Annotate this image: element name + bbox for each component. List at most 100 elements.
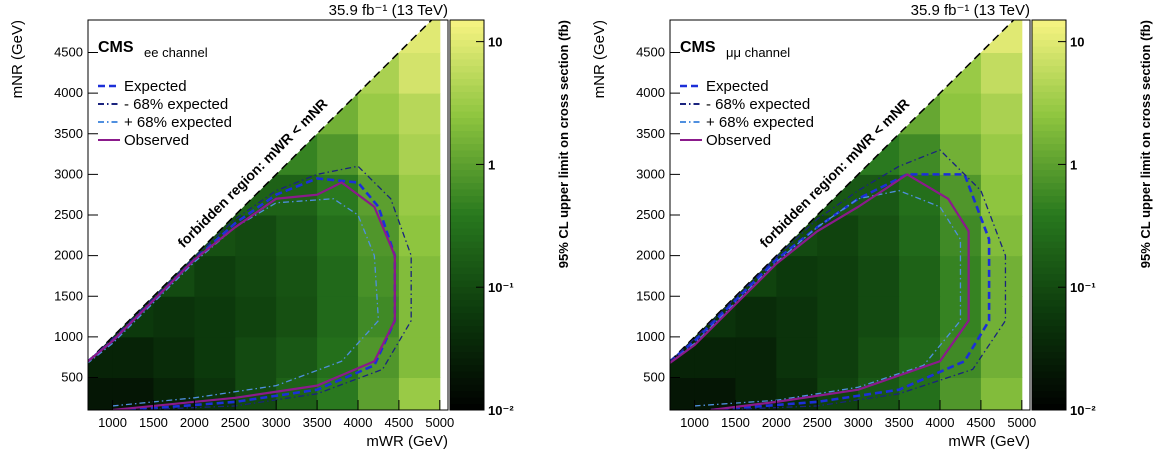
heat-cell (940, 255, 982, 297)
heat-cell (817, 296, 859, 338)
x-tick-label: 1000 (680, 415, 709, 430)
colorbar-step (1032, 364, 1066, 372)
colorbar-step (450, 403, 484, 411)
heat-cell (317, 133, 359, 175)
heat-cell (899, 174, 941, 216)
colorbar-step (1032, 65, 1066, 73)
x-tick-label: 5000 (425, 415, 454, 430)
colorbar-step (450, 306, 484, 313)
colorbar-step (1032, 195, 1066, 203)
colorbar-step (1032, 169, 1066, 177)
colorbar-step (450, 260, 484, 268)
colorbar-step (1032, 52, 1066, 60)
y-tick-label: 2000 (636, 248, 665, 263)
colorbar-step (450, 137, 484, 144)
colorbar-step (1032, 20, 1066, 27)
y-tick-label: 3500 (636, 126, 665, 141)
y-tick-label: 2000 (54, 248, 83, 263)
colorbar-step (1032, 46, 1066, 53)
colorbar-step (450, 52, 484, 60)
colorbar-step (450, 254, 484, 261)
heat-cell (940, 133, 982, 175)
z-tick-label: 10 (488, 35, 502, 50)
x-tick-label: 4000 (344, 415, 373, 430)
heat-cell (899, 336, 941, 378)
heat-cell (358, 336, 400, 378)
colorbar-step (1032, 137, 1066, 144)
heat-cell (670, 377, 696, 410)
colorbar-step (1032, 384, 1066, 391)
heat-cell (276, 255, 318, 297)
y-tick-label: 2500 (54, 207, 83, 222)
y-tick-label: 500 (61, 370, 83, 385)
legend-label: Observed (124, 132, 189, 149)
y-tick-label: 4500 (54, 45, 83, 60)
colorbar-step (450, 241, 484, 248)
heat-cell (398, 52, 441, 94)
colorbar-step (1032, 111, 1066, 118)
colorbar-step (450, 338, 484, 346)
heatmap (88, 20, 441, 410)
colorbar-step (1032, 241, 1066, 248)
y-tick-label: 1000 (54, 329, 83, 344)
colorbar-step (450, 20, 484, 27)
heat-cell (398, 93, 441, 135)
colorbar-step (450, 176, 484, 183)
colorbar-step (450, 358, 484, 365)
heat-cell (899, 255, 941, 297)
heat-cell (735, 377, 777, 410)
x-tick-label: 1000 (98, 415, 127, 430)
colorbar-step (1032, 286, 1066, 294)
heat-cell (980, 377, 1023, 410)
x-tick-label: 3000 (262, 415, 291, 430)
colorbar-step (450, 111, 484, 118)
x-tick-label: 4500 (966, 415, 995, 430)
colorbar-step (1032, 156, 1066, 164)
x-tick-label: 4000 (926, 415, 955, 430)
heat-cell (776, 255, 818, 297)
colorbar-step (450, 65, 484, 73)
colorbar-step (1032, 72, 1066, 79)
colorbar-step (450, 202, 484, 209)
heat-cell (817, 255, 859, 297)
colorbar-step (450, 273, 484, 281)
x-tick-label: 1500 (721, 415, 750, 430)
heat-cell (358, 255, 400, 297)
heat-cell (776, 336, 818, 378)
x-tick-label: 3500 (303, 415, 332, 430)
x-tick-label: 2000 (180, 415, 209, 430)
colorbar-step (1032, 254, 1066, 261)
colorbar-step (450, 319, 484, 326)
colorbar-step (450, 98, 484, 105)
colorbar-step (450, 130, 484, 138)
colorbar-step (450, 221, 484, 229)
colorbar-step (1032, 234, 1066, 242)
heat-cell (980, 255, 1023, 297)
colorbar-step (1032, 124, 1066, 131)
x-tick-label: 4500 (384, 415, 413, 430)
colorbar-step (450, 312, 484, 320)
colorbar-step (450, 59, 484, 66)
x-tick-label: 2500 (803, 415, 832, 430)
heat-cell (398, 133, 441, 175)
legend-label: + 68% expected (706, 114, 814, 131)
colorbar-step (1032, 371, 1066, 378)
colorbar-step (450, 26, 484, 34)
heat-cell (112, 377, 154, 410)
colorbar-step (450, 104, 484, 112)
y-tick-label: 500 (643, 370, 665, 385)
legend-label: - 68% expected (706, 96, 810, 113)
heat-cell (317, 215, 359, 257)
heat-cell (398, 255, 441, 297)
heat-cell (858, 377, 900, 410)
colorbar-step (1032, 377, 1066, 385)
colorbar-step (1032, 293, 1066, 300)
channel-label: ee channel (144, 45, 208, 60)
colorbar-step (450, 351, 484, 359)
colorbar-step (1032, 397, 1066, 404)
colorbar-step (1032, 91, 1066, 99)
colorbar-step (450, 208, 484, 216)
z-axis-label: 95% CL upper limit on cross section (fb) (1138, 20, 1153, 268)
colorbar-step (450, 325, 484, 333)
colorbar-step (450, 247, 484, 255)
